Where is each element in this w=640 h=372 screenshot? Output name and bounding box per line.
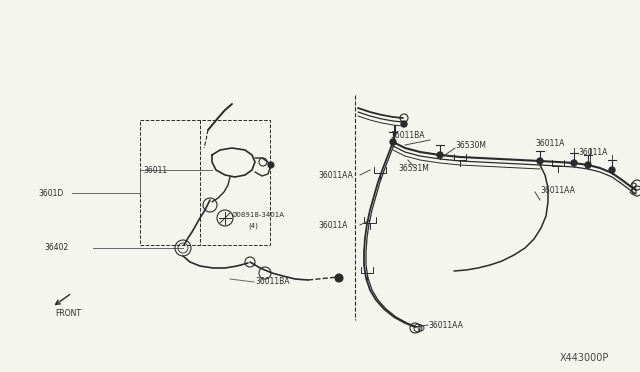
Circle shape — [335, 274, 343, 282]
Circle shape — [268, 162, 274, 168]
Circle shape — [401, 121, 407, 127]
Text: 36011A: 36011A — [318, 221, 348, 230]
Text: 36011A: 36011A — [535, 138, 564, 148]
Circle shape — [437, 152, 443, 158]
Text: 36402: 36402 — [44, 244, 68, 253]
Text: 36011: 36011 — [143, 166, 167, 174]
Text: 36530M: 36530M — [455, 141, 486, 150]
Circle shape — [609, 167, 615, 173]
Text: Ø08918-3401A: Ø08918-3401A — [232, 212, 285, 218]
Text: 36011BA: 36011BA — [390, 131, 424, 140]
Text: (4): (4) — [248, 223, 258, 229]
Text: 36011AA: 36011AA — [318, 170, 353, 180]
Text: 36011A: 36011A — [578, 148, 607, 157]
Text: 36531M: 36531M — [398, 164, 429, 173]
Text: 3601D: 3601D — [38, 189, 63, 198]
Text: FRONT: FRONT — [55, 308, 81, 317]
Circle shape — [571, 160, 577, 166]
Circle shape — [537, 158, 543, 164]
Text: X443000P: X443000P — [560, 353, 609, 363]
Text: 36011AA: 36011AA — [540, 186, 575, 195]
Circle shape — [585, 162, 591, 168]
Text: 36011BA: 36011BA — [255, 278, 289, 286]
Circle shape — [390, 139, 396, 145]
Text: 36011AA: 36011AA — [428, 321, 463, 330]
